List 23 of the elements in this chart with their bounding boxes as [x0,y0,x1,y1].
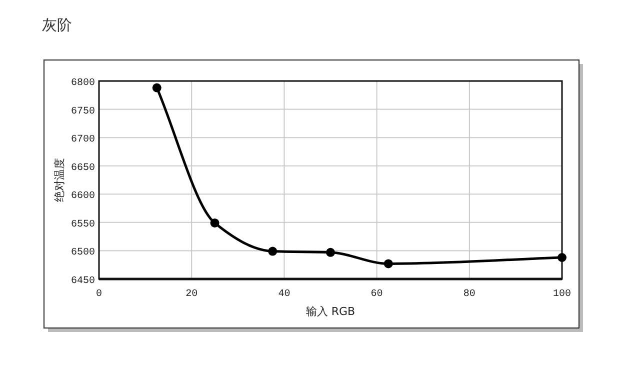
y-tick-label: 6650 [70,162,95,174]
x-tick-label: 40 [278,289,290,300]
y-tick-label: 6600 [70,191,95,202]
point [326,248,335,257]
y-axis-title: 绝对温度 [53,158,66,202]
x-tick-label: 80 [463,289,476,300]
point [384,259,393,268]
y-tick-label: 6750 [70,106,95,118]
y-tick-label: 6500 [70,248,95,259]
y-tick-label: 6700 [70,134,95,146]
point [152,83,162,92]
chart-title: 灰阶 [42,16,72,34]
point [558,253,566,262]
y-tick-label: 6800 [70,78,95,89]
y-tick-label: 6450 [70,276,95,287]
point [210,218,220,228]
x-tick-label: 60 [370,289,383,300]
point [268,246,278,256]
x-tick-label: 20 [186,289,198,300]
x-tick-label: 0 [96,289,102,300]
x-axis-title: 输入 RGB [306,305,356,318]
y-tick-label: 6550 [70,219,95,230]
x-tick-label: 100 [552,289,572,300]
